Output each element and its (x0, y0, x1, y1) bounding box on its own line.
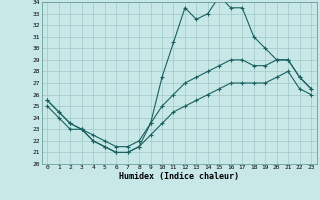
X-axis label: Humidex (Indice chaleur): Humidex (Indice chaleur) (119, 172, 239, 181)
